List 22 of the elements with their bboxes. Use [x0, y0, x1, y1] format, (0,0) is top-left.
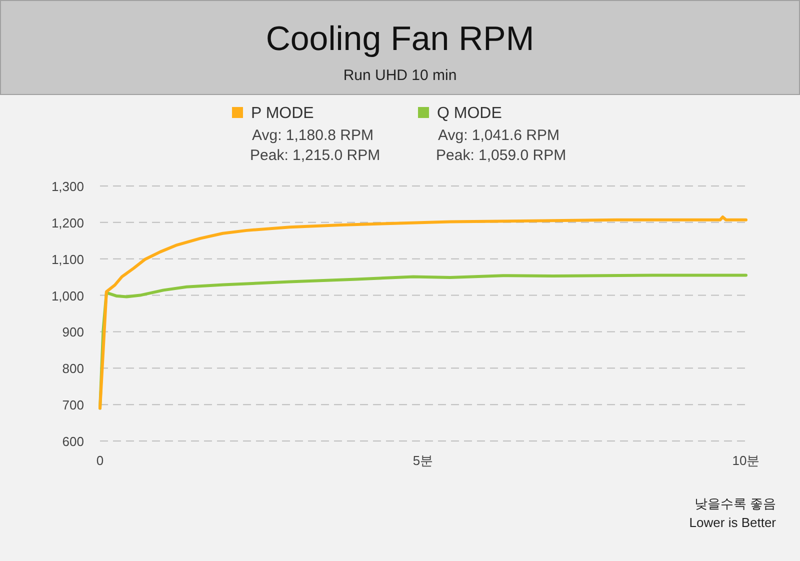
text: Avg: 1,180.8 RPM	[252, 127, 374, 144]
x-tick-label: 5분	[412, 453, 434, 468]
legend-label: P MODE	[251, 105, 314, 122]
legend-label: Q MODE	[437, 105, 502, 122]
y-tick-label: 1,100	[51, 252, 84, 267]
chart-subtitle: Run UHD 10 min	[343, 67, 457, 84]
y-tick-label: 800	[62, 361, 84, 376]
y-tick-label: 600	[62, 434, 84, 449]
y-tick-label: 1,300	[51, 179, 84, 194]
text: Lower is Better	[689, 515, 777, 530]
line-series	[98, 215, 748, 410]
y-tick-label: 700	[62, 398, 84, 413]
x-tick-label: 0	[96, 453, 104, 468]
y-tick-label: 1,200	[51, 215, 84, 230]
y-tick-label: 1,000	[51, 288, 84, 304]
y-tick-label: 900	[62, 324, 84, 340]
text: Peak: 1,215.0 RPM	[250, 147, 380, 164]
text: Avg: 1,041.6 RPM	[438, 127, 560, 144]
text: Peak: 1,059.0 RPM	[436, 147, 566, 164]
x-tick-label: 10분	[732, 453, 760, 468]
chart-title: Cooling Fan RPM	[266, 20, 534, 58]
text: 낮을수록 좋음	[694, 496, 776, 511]
